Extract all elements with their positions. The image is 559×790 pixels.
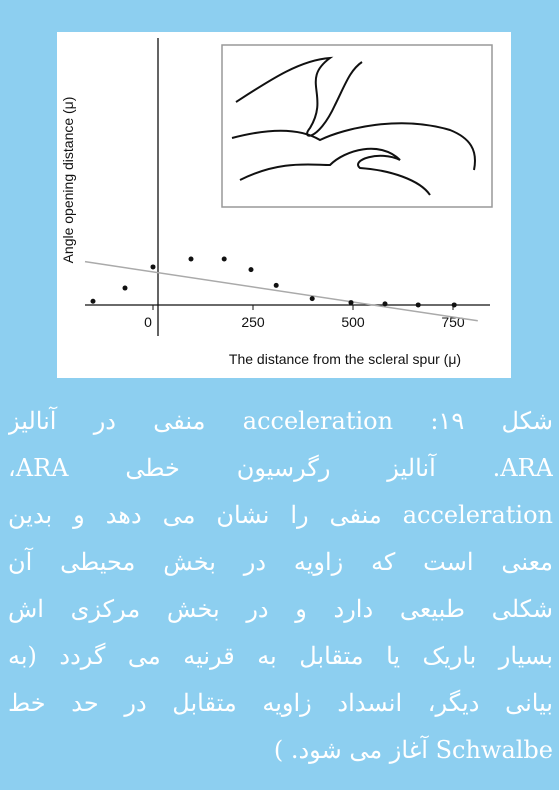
caption-line: شکلی طبیعی دارد و در بخش مرکزی اش: [8, 586, 553, 633]
data-point: [151, 264, 156, 269]
caption-line: بسیار باریک یا متقابل به قرنیه می گردد (…: [8, 633, 553, 680]
caption-line: معنی است که زاویه در بخش محیطی آن: [8, 539, 553, 586]
x-axis-label: The distance from the scleral spur (μ): [229, 351, 461, 367]
data-point: [222, 257, 227, 262]
data-point: [274, 283, 279, 288]
data-point: [91, 299, 96, 304]
x-tick-label: 250: [241, 314, 265, 330]
data-point: [416, 302, 421, 307]
caption-line: بیانی دیگر، انسداد زاویه متقابل در حد خط: [8, 680, 553, 727]
data-point: [249, 267, 254, 272]
data-point: [310, 296, 315, 301]
data-point: [189, 257, 194, 262]
x-tick-label: 0: [144, 314, 152, 330]
page: Angle opening distance (μ) The distance …: [0, 0, 559, 790]
caption-line: ARA. آنالیز رگرسیون خطی ARA،: [8, 445, 553, 492]
caption-line: Schwalbe آغاز می شود. ): [8, 727, 553, 774]
x-tick-label: 500: [341, 314, 365, 330]
data-point: [383, 301, 388, 306]
figure: Angle opening distance (μ) The distance …: [0, 0, 559, 390]
caption-line: شکل ۱۹: acceleration منفی در آنالیز: [8, 398, 553, 445]
caption-line: acceleration منفی را نشان می دهد و بدین: [8, 492, 553, 539]
y-axis-label: Angle opening distance (μ): [60, 97, 76, 264]
data-point: [123, 286, 128, 291]
data-point: [452, 302, 457, 307]
data-point: [349, 300, 354, 305]
